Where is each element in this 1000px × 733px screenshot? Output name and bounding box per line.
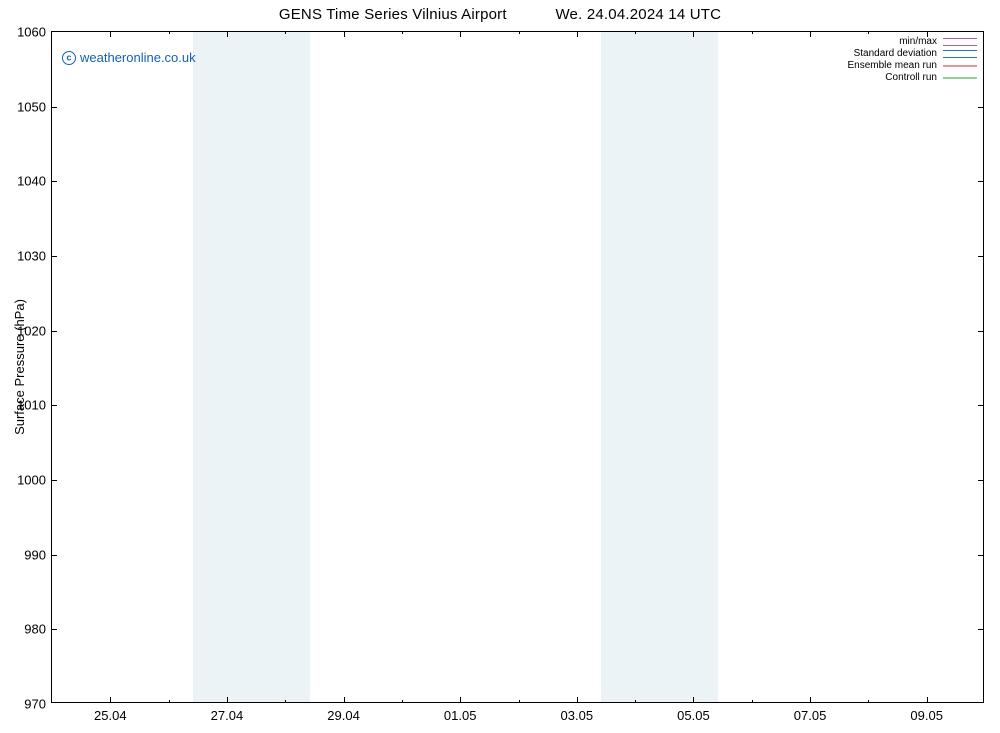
y-tick	[978, 107, 984, 108]
x-minor-tick	[169, 31, 170, 34]
x-tick-label: 07.05	[794, 708, 827, 723]
y-tick-label: 1030	[17, 249, 46, 264]
y-tick	[51, 555, 57, 556]
x-minor-tick	[519, 700, 520, 703]
x-tick	[927, 697, 928, 703]
x-minor-tick	[635, 700, 636, 703]
legend-label: Controll run	[885, 72, 937, 84]
y-tick	[978, 555, 984, 556]
x-tick-label: 03.05	[561, 708, 594, 723]
x-minor-tick	[285, 31, 286, 34]
x-minor-tick	[868, 31, 869, 34]
legend-item: min/max	[848, 36, 978, 48]
x-minor-tick	[402, 31, 403, 34]
x-tick	[344, 697, 345, 703]
legend-item: Ensemble mean run	[848, 60, 978, 72]
y-axis-label: Surface Pressure (hPa)	[12, 299, 27, 435]
y-tick-label: 1000	[17, 473, 46, 488]
x-tick	[810, 31, 811, 37]
x-tick-label: 09.05	[910, 708, 943, 723]
x-tick	[460, 697, 461, 703]
x-tick-label: 01.05	[444, 708, 477, 723]
x-minor-tick	[752, 31, 753, 34]
y-tick	[978, 331, 984, 332]
y-tick-label: 1050	[17, 99, 46, 114]
y-tick	[51, 331, 57, 332]
y-tick-label: 970	[24, 697, 46, 712]
legend-swatch	[943, 50, 977, 58]
x-minor-tick	[169, 700, 170, 703]
y-tick	[978, 256, 984, 257]
y-tick	[51, 405, 57, 406]
x-tick	[577, 31, 578, 37]
x-minor-tick	[285, 700, 286, 703]
weekend-shade	[193, 32, 310, 702]
legend: min/maxStandard deviationEnsemble mean r…	[848, 36, 978, 84]
watermark-text: weatheronline.co.uk	[80, 50, 196, 65]
x-tick	[110, 697, 111, 703]
copyright-icon	[62, 51, 76, 65]
title-right: We. 24.04.2024 14 UTC	[555, 6, 721, 23]
x-minor-tick	[519, 31, 520, 34]
legend-item: Controll run	[848, 72, 978, 84]
x-tick	[110, 31, 111, 37]
y-tick-label: 980	[24, 622, 46, 637]
x-tick-label: 25.04	[94, 708, 127, 723]
y-tick	[978, 405, 984, 406]
plot-area: weatheronline.co.uk min/maxStandard devi…	[51, 31, 984, 703]
x-minor-tick	[868, 700, 869, 703]
x-tick	[227, 697, 228, 703]
x-tick-label: 29.04	[327, 708, 360, 723]
legend-swatch	[943, 74, 977, 82]
x-tick	[810, 697, 811, 703]
y-tick	[51, 256, 57, 257]
x-tick	[227, 31, 228, 37]
y-tick	[51, 181, 57, 182]
x-tick	[693, 697, 694, 703]
y-tick	[978, 480, 984, 481]
x-minor-tick	[402, 700, 403, 703]
watermark: weatheronline.co.uk	[62, 50, 196, 65]
legend-label: Ensemble mean run	[848, 60, 938, 72]
chart-title: GENS Time Series Vilnius Airport We. 24.…	[0, 6, 1000, 23]
y-tick-label: 990	[24, 547, 46, 562]
x-tick-label: 27.04	[211, 708, 244, 723]
x-tick	[460, 31, 461, 37]
x-tick-label: 05.05	[677, 708, 710, 723]
x-tick	[344, 31, 345, 37]
legend-item: Standard deviation	[848, 48, 978, 60]
y-tick	[978, 629, 984, 630]
x-minor-tick	[635, 31, 636, 34]
x-tick	[693, 31, 694, 37]
x-tick	[927, 31, 928, 37]
legend-label: Standard deviation	[854, 48, 937, 60]
y-tick-label: 1040	[17, 174, 46, 189]
x-tick	[577, 697, 578, 703]
y-tick-label: 1060	[17, 25, 46, 40]
y-tick	[51, 480, 57, 481]
y-tick	[978, 181, 984, 182]
legend-label: min/max	[899, 36, 937, 48]
x-minor-tick	[752, 700, 753, 703]
title-left: GENS Time Series Vilnius Airport	[279, 6, 507, 23]
legend-swatch	[943, 38, 977, 46]
y-tick	[51, 107, 57, 108]
y-tick	[51, 629, 57, 630]
legend-swatch	[943, 62, 977, 70]
weekend-shade	[601, 32, 718, 702]
